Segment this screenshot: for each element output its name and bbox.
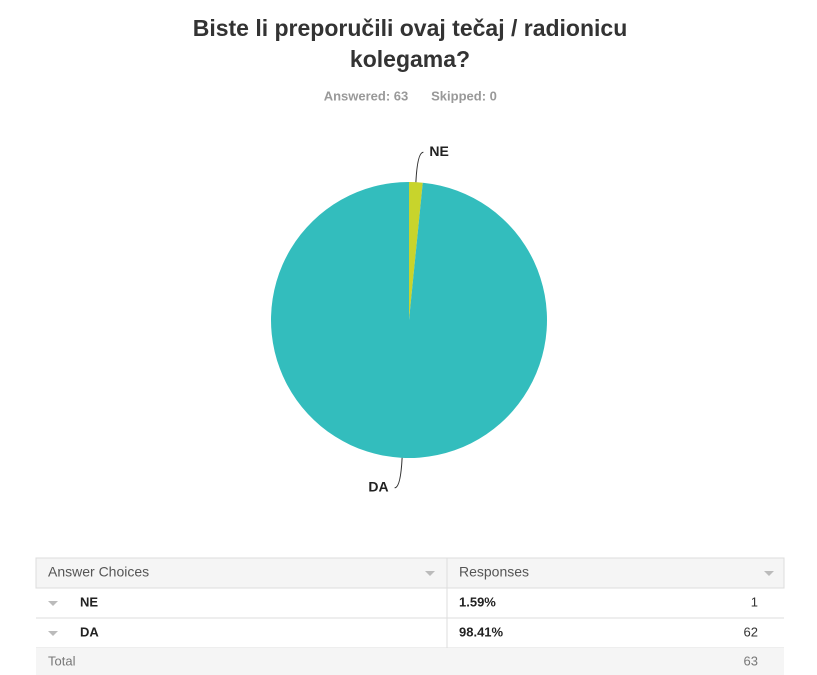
pie-slice	[409, 182, 423, 320]
chart-title: kolegama?	[350, 46, 470, 72]
row-arrow[interactable]	[48, 631, 58, 636]
pie-slice	[271, 181, 548, 459]
leader-line	[394, 457, 403, 489]
skipped: Skipped: 0	[431, 88, 497, 103]
leader-line	[415, 151, 424, 183]
cell: 62	[744, 624, 758, 639]
header-cell: Responses	[459, 564, 529, 580]
table: Answer Choices Responses NE 1.59% 1 DA 9…	[35, 557, 785, 675]
slice-label: DA	[368, 478, 388, 494]
cell: NE	[80, 594, 98, 609]
sort-arrow[interactable]	[425, 571, 435, 576]
answered: Answered: 63	[324, 88, 409, 103]
total-value: 63	[744, 653, 758, 668]
header-cell: Answer Choices	[48, 564, 149, 580]
slice-label: NE	[429, 143, 448, 159]
table-header-bg	[35, 557, 785, 589]
cell: DA	[80, 624, 99, 639]
total-bg	[36, 648, 784, 675]
cell: 1	[751, 594, 758, 609]
row-arrow[interactable]	[48, 601, 58, 606]
sort-arrow[interactable]	[764, 571, 774, 576]
total-label: Total	[48, 653, 76, 668]
chart-title: Biste li preporučili ovaj tečaj / radion…	[193, 15, 628, 41]
cell: 1.59%	[459, 594, 496, 609]
cell: 98.41%	[459, 624, 504, 639]
